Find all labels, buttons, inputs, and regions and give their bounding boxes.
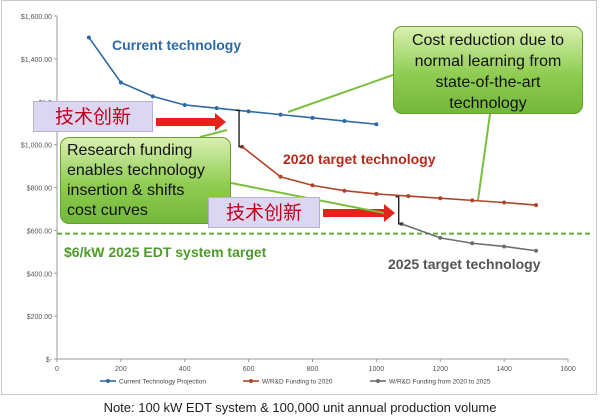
x-tick-label: 1400: [496, 366, 512, 373]
y-tick-label: $400.00: [27, 271, 52, 278]
innovation-arrow-2-head: [384, 204, 395, 222]
innovation-arrow-1-shaft: [156, 118, 217, 126]
series-point: [310, 115, 315, 120]
series-point: [310, 183, 315, 188]
cost-callout-pointer-1: [287, 74, 394, 113]
legend-swatch-point: [106, 379, 110, 383]
series-label-current: Current technology: [112, 37, 241, 53]
y-tick-label: $200.00: [27, 314, 52, 321]
innovation-arrow-1-head: [215, 113, 226, 131]
series-point: [470, 241, 475, 246]
series-point: [86, 35, 91, 40]
series-point: [278, 174, 283, 179]
cost-callout-line-1: Cost reduction due to: [411, 32, 565, 49]
series-point: [150, 94, 155, 99]
series-point: [342, 188, 347, 193]
research-callout-line-4: cost curves: [67, 202, 148, 219]
chart-legend: Current Technology Projection W/R&D Fundi…: [100, 379, 491, 386]
y-tick-label: $1,000.00: [21, 143, 52, 150]
series-point: [534, 248, 539, 253]
innovation-arrow-2-shaft: [323, 209, 386, 217]
x-tick-label: 200: [115, 366, 127, 373]
y-tick-label: $800.00: [27, 186, 52, 193]
step-connector-2025: [395, 196, 402, 225]
x-tick-label: 1000: [369, 366, 385, 373]
research-callout-line-2: enables technology: [67, 162, 205, 179]
series-line: [401, 223, 537, 252]
series-point: [374, 191, 379, 196]
research-callout-line-1: Research funding: [67, 142, 193, 159]
x-tick-label: 1200: [432, 366, 448, 373]
series-point: [118, 80, 123, 85]
legend-entry-label: W/R&D Funding from 2020 to 2025: [389, 379, 491, 386]
y-tick-label: $1,600.00: [21, 14, 52, 21]
research-funding-callout: Research funding enables technology inse…: [60, 137, 231, 224]
y-tick-label: $-: [46, 357, 53, 364]
legend-entry-label: W/R&D Funding to 2020: [262, 379, 333, 386]
research-callout-pointer-2: [199, 129, 228, 138]
series-point: [182, 102, 187, 107]
series-point: [342, 119, 347, 124]
legend-swatch-point: [249, 379, 253, 383]
series-point: [438, 196, 443, 201]
series-point: [278, 112, 283, 117]
cost-callout-line-2: normal learning from: [414, 53, 562, 70]
series-point: [214, 106, 219, 111]
y-tick-label: $1,400.00: [21, 57, 52, 64]
legend-swatch-point: [376, 379, 380, 383]
series-point: [246, 109, 251, 114]
cost-callout-pointer-2: [477, 113, 491, 201]
x-tick-label: 400: [179, 366, 191, 373]
target-line-label: $6/kW 2025 EDT system target: [64, 244, 267, 260]
innovation-label-2: 技术创新: [208, 197, 320, 228]
series-label-2025: 2025 target technology: [388, 256, 541, 272]
x-tick-label: 0: [55, 366, 59, 373]
research-callout-line-3: insertion & shifts: [67, 182, 185, 199]
series-point: [502, 200, 507, 205]
footnote: Note: 100 kW EDT system & 100,000 unit a…: [103, 400, 497, 415]
x-tick-label: 600: [243, 366, 255, 373]
innovation-label-1: 技术创新: [33, 101, 153, 132]
series-point: [374, 122, 379, 127]
series-point: [534, 203, 539, 208]
cost-reduction-callout: Cost reduction due to normal learning fr…: [393, 26, 583, 114]
series-point: [406, 194, 411, 199]
legend-entry-label: Current Technology Projection: [119, 379, 206, 386]
x-tick-label: 800: [307, 366, 319, 373]
series-point: [502, 244, 507, 249]
series-line: [241, 146, 537, 206]
series-label-2020: 2020 target technology: [283, 151, 436, 167]
series-line: [88, 36, 377, 126]
series-point: [438, 235, 443, 240]
chart-labels: Current technology 2020 target technology…: [64, 37, 541, 272]
series-point: [470, 198, 475, 203]
step-connector-2020: [235, 109, 243, 148]
cost-callout-line-3: state-of-the-art: [435, 74, 541, 91]
y-tick-label: $600.00: [27, 228, 52, 235]
x-tick-label: 1600: [560, 366, 576, 373]
cost-callout-line-4: technology: [449, 95, 527, 112]
